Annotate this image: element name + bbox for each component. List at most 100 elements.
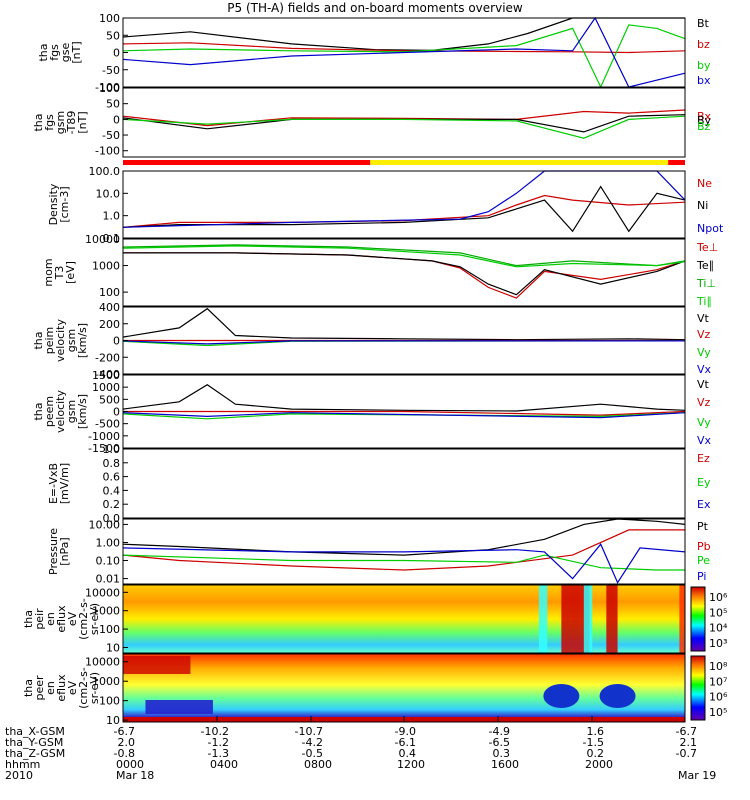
chart-title: P5 (TH-A) fields and on-board moments ov… (227, 1, 523, 15)
y-tick-label: 0.0 (103, 512, 121, 525)
bottom-axis-value: Mar 19 (678, 769, 716, 782)
y-tick-label: -500 (95, 418, 120, 431)
series-line (122, 340, 685, 345)
y-axis-label: peem (43, 396, 56, 427)
spectrogram-band (538, 585, 548, 653)
y-axis-label: peir (33, 608, 46, 630)
legend-entry: Te⊥ (696, 241, 718, 254)
bottom-axis-value: -1.3 (208, 747, 229, 760)
bottom-axis-value: 0000 (116, 758, 144, 771)
bottom-axis-value: 0.3 (493, 747, 511, 760)
series-line (122, 245, 686, 268)
y-axis-label: gsm (54, 111, 67, 134)
y-axis-label: gsm (65, 400, 78, 423)
legend-entry: Npot (697, 222, 724, 235)
colorbar-tick-label: 10⁶ (709, 591, 728, 604)
colorbar-tick-label: 10³ (709, 637, 727, 650)
colorbar-tick-label: 10⁸ (709, 660, 728, 673)
panel-frame (122, 170, 686, 239)
y-tick-label: 10 (106, 641, 120, 654)
bottom-axis-row-label: tha_Y-GSM (5, 736, 63, 749)
y-axis-label: tha (32, 331, 45, 349)
series-line (122, 114, 686, 133)
y-tick-label: 100 (99, 695, 120, 708)
legend-entry: By (697, 114, 712, 127)
y-tick-label: 1000 (92, 605, 120, 618)
bottom-axis-value: -10.7 (295, 725, 323, 738)
legend-entry: Bz (697, 120, 711, 133)
y-tick-label: -100 (95, 81, 120, 94)
legend-entry: Pe (697, 554, 710, 567)
spectrogram-image (123, 585, 685, 653)
legend-entry: Vt (697, 312, 710, 325)
series-line (122, 518, 686, 556)
series-line (122, 24, 686, 89)
legend-entry: Bx (697, 110, 712, 123)
bottom-axis-row-label: tha_Z-GSM (5, 747, 65, 760)
y-axis-label: tha (32, 113, 45, 131)
y-tick-label: 1000 (92, 381, 120, 394)
y-tick-label: 100.0 (89, 165, 121, 178)
bottom-axis-value: 0400 (210, 758, 238, 771)
region-bar (123, 160, 371, 165)
legend-entry: Vz (697, 396, 711, 409)
y-axis-label: en (44, 681, 57, 695)
y-tick-label: 0 (113, 47, 120, 60)
bottom-axis-row-label: 2010 (5, 769, 33, 782)
spectrogram-band (599, 684, 636, 708)
bottom-axis-value: Mar 18 (116, 769, 154, 782)
y-tick-label: 1.0 (103, 210, 121, 223)
bottom-axis-value: -0.5 (302, 747, 323, 760)
y-axis-label: tha (22, 679, 35, 697)
y-tick-label: 10.00 (89, 518, 121, 531)
y-axis-label: [nT] (76, 111, 89, 133)
y-axis-label: -T89 (65, 111, 78, 135)
bottom-axis-value: 1200 (397, 758, 425, 771)
legend-entry: Vt (697, 378, 710, 391)
legend-entry: Pi (697, 570, 706, 583)
y-tick-label: 400 (99, 301, 120, 314)
bottom-axis-value: -0.7 (676, 747, 697, 760)
series-line (122, 16, 686, 88)
y-tick-label: 0.2 (103, 498, 121, 511)
y-axis-label: Pressure (47, 528, 60, 575)
y-axis-label: eV (66, 611, 79, 626)
bottom-axis-value: -6.7 (114, 725, 135, 738)
series-line (122, 529, 685, 571)
bottom-axis-value: -0.8 (114, 747, 135, 760)
y-axis-label: [eV] (64, 261, 77, 284)
legend-entry: Vy (697, 346, 711, 359)
series-line (122, 17, 685, 52)
spectrogram-image (123, 654, 685, 722)
series-line (122, 412, 686, 420)
y-axis-label: T3 (53, 266, 66, 281)
bottom-axis-value: 0800 (304, 758, 332, 771)
colorbar-tick-label: 10⁴ (709, 622, 728, 635)
y-tick-label: 10000 (85, 586, 120, 599)
y-tick-label: 50 (106, 29, 120, 42)
legend-entry: Vz (697, 328, 711, 341)
spectrogram-band (123, 656, 191, 674)
y-tick-label: -50 (102, 64, 120, 77)
legend-entry: Ez (697, 452, 710, 465)
y-axis-label: sr-eV) (88, 672, 101, 704)
y-tick-label: 0 (113, 335, 120, 348)
y-tick-label: 1.00 (96, 536, 121, 549)
spectrogram-band (543, 684, 580, 708)
y-axis-label: [km/s] (76, 394, 89, 429)
y-axis-label: tha (22, 610, 35, 628)
series-line (122, 543, 686, 584)
panel-frame (122, 584, 686, 654)
y-axis-label: gsm (65, 329, 78, 352)
series-line (122, 307, 686, 341)
colorbar-tick-label: 10⁷ (709, 675, 727, 688)
y-tick-label: 10000 (85, 233, 120, 246)
series-line (122, 42, 686, 54)
bottom-axis-value: 0.2 (587, 747, 605, 760)
y-axis-label: en (44, 612, 57, 626)
panel-frame (122, 518, 686, 585)
series-line (122, 115, 686, 139)
y-tick-label: -1500 (88, 442, 120, 455)
spectrogram-band (679, 585, 685, 653)
bottom-axis-value: -4.9 (489, 725, 510, 738)
